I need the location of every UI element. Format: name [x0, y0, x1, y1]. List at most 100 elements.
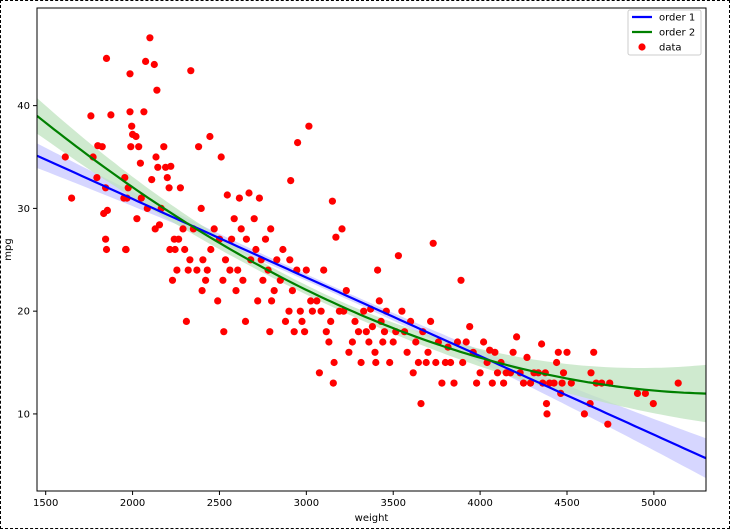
fit-line-2 [37, 114, 706, 395]
x-tick-label: 5000 [641, 498, 666, 509]
data-point [360, 307, 368, 315]
data-point [250, 215, 258, 223]
data-point [488, 379, 496, 387]
data-point [152, 153, 160, 161]
data-point [580, 410, 589, 418]
data-point [223, 191, 231, 199]
data-point [252, 245, 260, 254]
data-point [128, 122, 136, 130]
data-point [329, 379, 337, 387]
data-point [301, 328, 309, 336]
x-tick-label: 4500 [554, 498, 579, 509]
data-point [219, 276, 227, 284]
data-point [457, 276, 465, 284]
data-point [288, 287, 296, 295]
data-point [550, 379, 558, 387]
data-point [633, 389, 642, 397]
data-point [193, 266, 201, 274]
data-point [122, 245, 130, 254]
data-point [150, 60, 158, 69]
data-point [509, 348, 517, 356]
data-point [146, 34, 154, 42]
data-point [270, 287, 278, 295]
data-point [207, 245, 215, 254]
y-axis-ticks: 10 20 30 40 [17, 101, 37, 420]
x-axis-label: weight [355, 513, 389, 524]
data-point [327, 317, 335, 325]
data-point [459, 358, 467, 367]
data-point [313, 297, 321, 305]
data-point [184, 266, 192, 274]
data-point [348, 338, 356, 346]
data-point [374, 266, 382, 274]
data-point [538, 340, 546, 348]
data-point [332, 233, 340, 241]
data-point [362, 328, 370, 336]
data-point [328, 197, 336, 205]
data-point [167, 162, 175, 170]
data-point [357, 358, 365, 367]
data-point [398, 307, 406, 315]
data-point [148, 176, 156, 184]
data-point [197, 204, 205, 212]
data-point [441, 358, 449, 367]
y-tick-label: 20 [17, 307, 30, 318]
x-tick-label: 3500 [380, 498, 405, 509]
data-point [61, 153, 69, 161]
x-tick-label: 2000 [120, 498, 145, 509]
data-point [427, 317, 435, 325]
data-point [230, 215, 238, 223]
data-point [154, 163, 162, 171]
x-tick-label: 3000 [294, 498, 319, 509]
data-point [155, 221, 164, 229]
y-tick-label: 10 [17, 409, 30, 420]
data-point [523, 353, 531, 361]
data-point [322, 328, 330, 336]
data-point [389, 338, 397, 346]
data-point [136, 159, 144, 167]
data-point [554, 348, 562, 356]
data-point [206, 132, 214, 141]
data-point [199, 256, 207, 264]
y-tick-label: 40 [17, 101, 30, 112]
data-point [203, 266, 211, 274]
data-point [342, 287, 350, 295]
data-point [135, 143, 143, 151]
data-point [422, 358, 430, 367]
data-point [559, 369, 568, 377]
data-point [526, 379, 535, 387]
data-point [232, 287, 240, 295]
data-point [379, 338, 387, 346]
data-point [202, 276, 210, 284]
data-point [171, 245, 179, 254]
data-point [281, 317, 290, 325]
data-point [500, 379, 508, 387]
fit-line-1 [37, 154, 706, 460]
data-point [315, 369, 323, 377]
data-point [140, 108, 148, 116]
data-point [176, 184, 184, 192]
data-point [296, 307, 304, 315]
data-point [163, 174, 171, 182]
data-point [168, 276, 177, 284]
data-point [447, 358, 455, 367]
fit-lines [37, 114, 706, 460]
y-tick-label: 30 [17, 204, 30, 215]
legend-entry-label: order 2 [659, 28, 695, 39]
data-point [107, 111, 115, 119]
data-point [241, 317, 250, 325]
data-point [543, 410, 551, 418]
data-point [351, 317, 359, 325]
data-point [308, 307, 316, 315]
data-point [93, 174, 101, 182]
data-point [142, 57, 150, 65]
data-point [317, 307, 325, 315]
data-point [567, 379, 575, 387]
data-point [305, 122, 313, 130]
data-point [153, 86, 161, 94]
data-point [137, 194, 145, 202]
data-point [330, 358, 338, 367]
data-point [563, 348, 571, 356]
data-point [480, 338, 488, 346]
data-point [649, 400, 657, 408]
